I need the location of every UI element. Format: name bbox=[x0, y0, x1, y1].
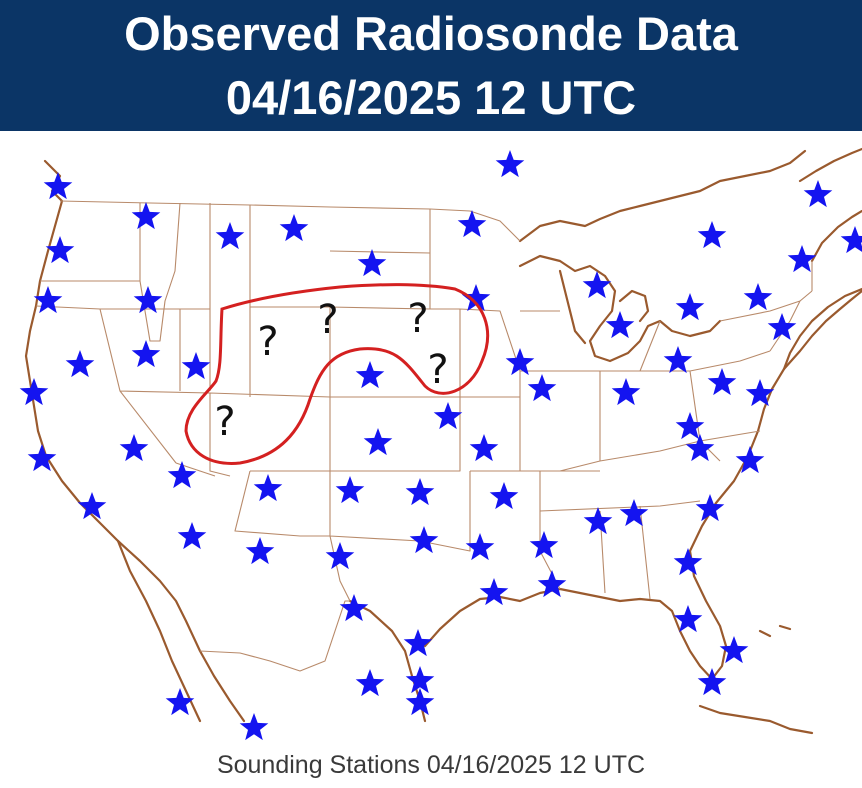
star-icon bbox=[505, 348, 535, 376]
star-icon bbox=[675, 412, 705, 440]
star-icon bbox=[537, 570, 567, 598]
map-canvas: ????? bbox=[19, 147, 862, 741]
star-icon bbox=[605, 311, 635, 339]
star-icon bbox=[19, 378, 49, 406]
star-icon bbox=[697, 221, 727, 249]
star-icon bbox=[697, 668, 727, 696]
station-layer bbox=[19, 150, 862, 741]
star-icon bbox=[619, 499, 649, 527]
star-icon bbox=[65, 350, 95, 378]
star-icon bbox=[27, 444, 57, 472]
star-icon bbox=[405, 688, 435, 716]
star-icon bbox=[433, 402, 463, 430]
map-geography bbox=[24, 147, 862, 735]
star-icon bbox=[167, 461, 197, 489]
star-icon bbox=[803, 180, 833, 208]
star-icon bbox=[685, 434, 715, 462]
canada-north-shoreline bbox=[518, 149, 807, 243]
star-icon bbox=[253, 474, 283, 502]
star-icon bbox=[743, 283, 773, 311]
star-icon bbox=[165, 688, 195, 716]
star-icon bbox=[495, 150, 525, 178]
star-icon bbox=[529, 531, 559, 559]
state-borders bbox=[35, 202, 813, 602]
map-caption: Sounding Stations 04/16/2025 12 UTC bbox=[216, 751, 646, 779]
star-icon bbox=[695, 494, 725, 522]
star-icon bbox=[133, 286, 163, 314]
star-icon bbox=[707, 368, 737, 396]
star-icon bbox=[465, 533, 495, 561]
star-icon bbox=[787, 245, 817, 273]
star-icon bbox=[45, 236, 75, 264]
star-icon bbox=[489, 482, 519, 510]
star-icon bbox=[357, 249, 387, 277]
star-icon bbox=[582, 271, 612, 299]
star-icon bbox=[469, 434, 499, 462]
star-icon bbox=[245, 537, 275, 565]
map-header: Observed Radiosonde Data 04/16/2025 12 U… bbox=[0, 0, 862, 131]
star-icon bbox=[403, 629, 433, 657]
star-icon bbox=[77, 492, 107, 520]
star-icon bbox=[363, 428, 393, 456]
star-icon bbox=[409, 526, 439, 554]
star-icon bbox=[735, 446, 765, 474]
map-title: Observed Radiosonde Data bbox=[124, 7, 738, 60]
mexico-border bbox=[199, 600, 350, 672]
star-icon bbox=[131, 340, 161, 368]
star-icon bbox=[675, 293, 705, 321]
star-icon bbox=[461, 284, 491, 312]
baja-coastline bbox=[116, 539, 202, 723]
star-icon bbox=[279, 214, 309, 242]
star-icon bbox=[405, 666, 435, 694]
star-icon bbox=[719, 636, 749, 664]
star-icon bbox=[611, 378, 641, 406]
missing-station-markers: ????? bbox=[214, 296, 448, 445]
star-icon bbox=[673, 605, 703, 633]
star-icon bbox=[119, 434, 149, 462]
gulf-coastline bbox=[348, 549, 728, 723]
us-station-map: ????? bbox=[0, 131, 862, 743]
star-icon bbox=[745, 379, 775, 407]
missing-station-question-mark: ? bbox=[427, 347, 448, 393]
star-icon bbox=[33, 286, 63, 314]
star-icon bbox=[457, 210, 487, 238]
star-icon bbox=[663, 346, 693, 374]
star-icon bbox=[479, 578, 509, 606]
missing-station-question-mark: ? bbox=[317, 297, 338, 343]
missing-station-question-mark: ? bbox=[214, 399, 235, 445]
star-icon bbox=[339, 594, 369, 622]
caribbean-coast bbox=[698, 624, 814, 735]
star-icon bbox=[355, 361, 385, 389]
map-date-time: 04/16/2025 12 UTC bbox=[225, 71, 637, 124]
west-coastline bbox=[24, 159, 246, 723]
star-icon bbox=[131, 202, 161, 230]
star-icon bbox=[181, 352, 211, 380]
northeast-coastline bbox=[782, 147, 862, 371]
missing-data-outline bbox=[184, 283, 490, 465]
star-icon bbox=[840, 226, 862, 254]
great-lakes-shoreline bbox=[518, 254, 722, 363]
star-icon bbox=[673, 548, 703, 576]
missing-station-question-mark: ? bbox=[407, 296, 428, 342]
star-icon bbox=[43, 172, 73, 200]
star-icon bbox=[335, 476, 365, 504]
star-icon bbox=[239, 713, 269, 741]
star-icon bbox=[767, 313, 797, 341]
star-icon bbox=[215, 222, 245, 250]
star-icon bbox=[583, 507, 613, 535]
east-coastline bbox=[688, 289, 862, 553]
star-icon bbox=[325, 542, 355, 570]
star-icon bbox=[355, 669, 385, 697]
star-icon bbox=[527, 374, 557, 402]
star-icon bbox=[405, 478, 435, 506]
missing-station-question-mark: ? bbox=[257, 319, 278, 365]
canada-border bbox=[59, 200, 521, 242]
star-icon bbox=[177, 522, 207, 550]
